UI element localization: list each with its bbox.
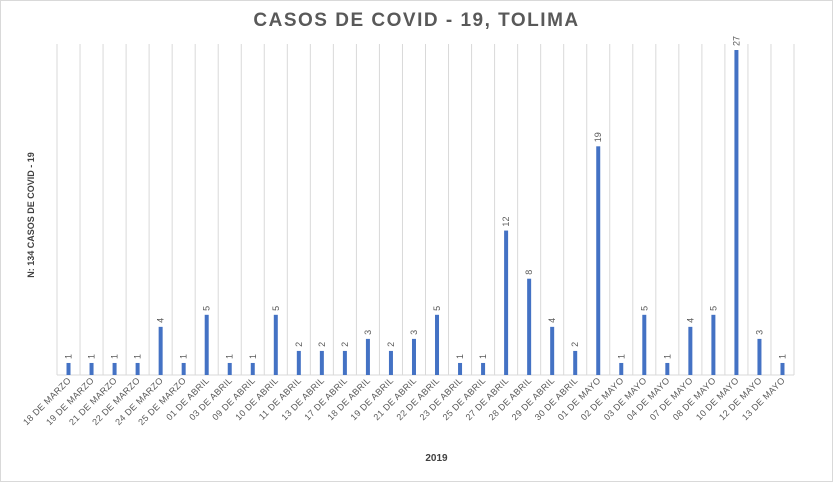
bar bbox=[250, 362, 255, 375]
bar bbox=[757, 338, 762, 375]
data-label: 1 bbox=[662, 354, 672, 359]
bar bbox=[780, 362, 785, 375]
bar bbox=[135, 362, 140, 375]
bar bbox=[665, 362, 670, 375]
bar bbox=[619, 362, 624, 375]
bar bbox=[66, 362, 71, 375]
data-label: 2 bbox=[340, 342, 350, 347]
bar bbox=[388, 350, 393, 375]
data-label: 2 bbox=[570, 342, 580, 347]
bar bbox=[296, 350, 301, 375]
bar bbox=[711, 314, 716, 375]
data-label: 1 bbox=[777, 354, 787, 359]
data-label: 1 bbox=[248, 354, 258, 359]
data-label: 2 bbox=[294, 342, 304, 347]
bar bbox=[596, 146, 601, 375]
bar bbox=[573, 350, 578, 375]
bar bbox=[365, 338, 370, 375]
bar bbox=[273, 314, 278, 375]
data-label: 5 bbox=[432, 306, 442, 311]
data-label: 3 bbox=[363, 330, 373, 335]
bar bbox=[458, 362, 463, 375]
data-label: 5 bbox=[271, 306, 281, 311]
data-label: 1 bbox=[87, 354, 97, 359]
bar bbox=[411, 338, 416, 375]
data-label: 1 bbox=[110, 354, 120, 359]
data-label: 5 bbox=[708, 306, 718, 311]
bar bbox=[89, 362, 94, 375]
data-label: 1 bbox=[133, 354, 143, 359]
bar bbox=[642, 314, 647, 375]
data-label: 4 bbox=[547, 318, 557, 323]
bar bbox=[319, 350, 324, 375]
data-label: 12 bbox=[501, 217, 511, 227]
data-label: 2 bbox=[386, 342, 396, 347]
data-label: 3 bbox=[754, 330, 764, 335]
bar bbox=[527, 278, 532, 375]
bar bbox=[481, 362, 486, 375]
bar bbox=[435, 314, 440, 375]
data-label: 1 bbox=[64, 354, 74, 359]
bar bbox=[342, 350, 347, 375]
data-label: 2 bbox=[317, 342, 327, 347]
data-label: 1 bbox=[225, 354, 235, 359]
data-label: 1 bbox=[179, 354, 189, 359]
data-label: 1 bbox=[478, 354, 488, 359]
x-axis-label: 2019 bbox=[425, 453, 448, 464]
data-label: 3 bbox=[409, 330, 419, 335]
bar bbox=[227, 362, 232, 375]
bar bbox=[504, 230, 509, 375]
data-label: 5 bbox=[639, 306, 649, 311]
bar bbox=[550, 326, 555, 375]
data-label: 1 bbox=[455, 354, 465, 359]
data-label: 27 bbox=[731, 36, 741, 46]
data-label: 19 bbox=[593, 132, 603, 142]
data-label: 5 bbox=[202, 306, 212, 311]
chart-title: CASOS DE COVID - 19, TOLIMA bbox=[253, 10, 580, 31]
bar bbox=[158, 326, 163, 375]
bar bbox=[734, 50, 739, 375]
data-label: 4 bbox=[685, 318, 695, 323]
data-label: 4 bbox=[156, 318, 166, 323]
data-label: 1 bbox=[616, 354, 626, 359]
data-label: 8 bbox=[524, 270, 534, 275]
bar bbox=[112, 362, 117, 375]
bar bbox=[204, 314, 209, 375]
bar bbox=[688, 326, 693, 375]
bar bbox=[181, 362, 186, 375]
